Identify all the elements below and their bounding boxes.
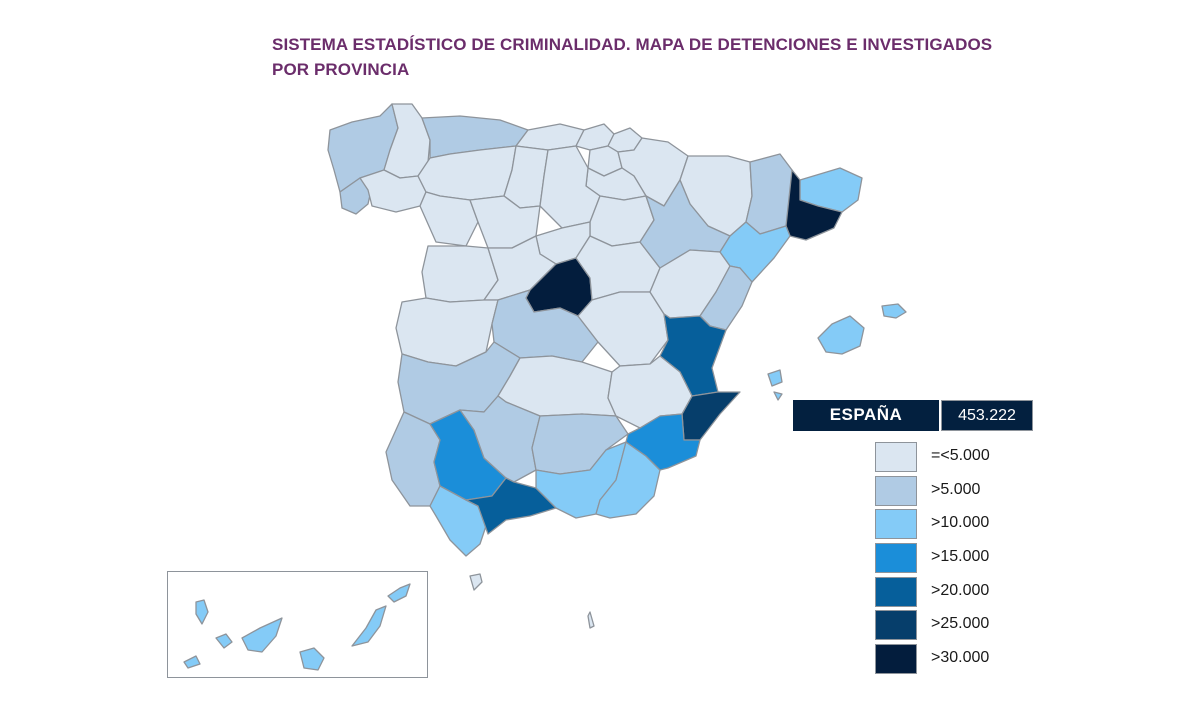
island-gran-canaria bbox=[299, 647, 325, 671]
canary-islands-inset-frame bbox=[167, 571, 428, 678]
province-cuenca bbox=[577, 291, 669, 367]
autonomous-cities bbox=[469, 573, 595, 629]
province-caceres bbox=[395, 297, 499, 367]
island-la-gomera bbox=[215, 633, 233, 649]
city-melilla bbox=[587, 611, 595, 629]
canary-islands bbox=[183, 583, 411, 671]
island-formentera bbox=[773, 391, 783, 401]
national-total: ESPAÑA 453.222 bbox=[793, 400, 1034, 431]
province-murcia bbox=[625, 413, 701, 471]
map-title-line-1: SISTEMA ESTADÍSTICO DE CRIMINALIDAD. MAP… bbox=[272, 35, 993, 54]
legend-label: >15.000 bbox=[931, 548, 990, 566]
legend-swatch bbox=[875, 475, 917, 506]
legend-swatch bbox=[875, 610, 917, 641]
legend-swatch bbox=[875, 442, 917, 472]
national-total-value: 453.222 bbox=[941, 400, 1033, 431]
legend-label: >20.000 bbox=[931, 581, 990, 599]
island-menorca bbox=[881, 303, 907, 319]
island-mallorca bbox=[817, 315, 865, 355]
legend-swatch bbox=[875, 543, 917, 574]
province-albacete bbox=[607, 355, 693, 429]
island-fuerteventura bbox=[351, 605, 387, 647]
peninsula-provinces bbox=[327, 103, 863, 557]
province-zamora bbox=[419, 191, 479, 247]
balearic-islands bbox=[767, 303, 907, 401]
legend-label: >5.000 bbox=[931, 480, 981, 498]
legend-label: >10.000 bbox=[931, 514, 990, 532]
city-ceuta bbox=[469, 573, 483, 591]
legend-swatch bbox=[875, 576, 917, 607]
province-salamanca bbox=[421, 245, 499, 303]
island-la-palma bbox=[195, 599, 209, 625]
island-lanzarote bbox=[387, 583, 411, 603]
legend-label: >25.000 bbox=[931, 615, 990, 633]
legend-label: =<5.000 bbox=[931, 447, 990, 464]
map-title-line-2: POR PROVINCIA bbox=[272, 60, 410, 79]
national-total-label: ESPAÑA bbox=[793, 400, 939, 431]
map-title: SISTEMA ESTADÍSTICO DE CRIMINALIDAD. MAP… bbox=[272, 32, 1032, 82]
province-ourense bbox=[359, 169, 427, 213]
legend-label: >30.000 bbox=[931, 649, 990, 667]
island-ibiza bbox=[767, 369, 783, 387]
island-el-hierro bbox=[183, 655, 201, 669]
legend-swatch bbox=[875, 509, 917, 540]
island-tenerife bbox=[241, 617, 283, 653]
legend-swatch bbox=[875, 644, 917, 675]
